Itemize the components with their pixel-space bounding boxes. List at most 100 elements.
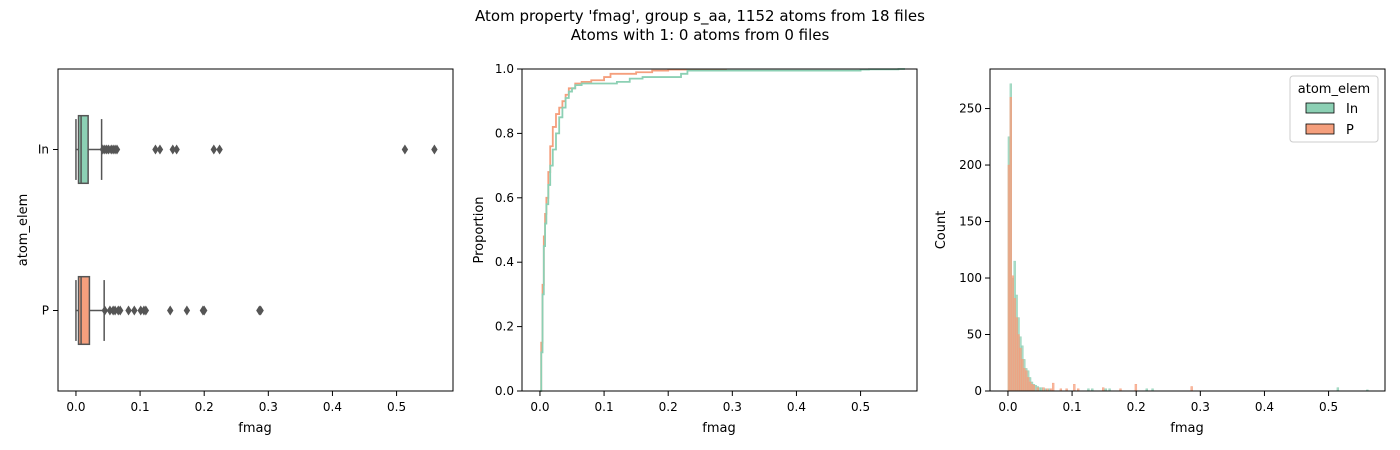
- box-In: [77, 114, 89, 185]
- box-outlier: [142, 305, 150, 316]
- box-outlier: [216, 144, 223, 155]
- boxplot-x-tick-label: 0.2: [195, 400, 214, 414]
- histogram-bar-In: [1034, 385, 1038, 392]
- box-outlier: [201, 305, 208, 316]
- histogram-bar-In: [1038, 387, 1041, 392]
- ecdf-x-tick-label: 0.0: [530, 400, 549, 414]
- boxplot-x-ticks: 0.0 0.1 0.2 0.3 0.4 0.5: [66, 391, 406, 414]
- histogram-y-tick-label: 200: [959, 158, 982, 172]
- histogram-bar-P: [1190, 386, 1193, 392]
- box-P: [77, 275, 91, 346]
- histogram-frame: [989, 68, 1386, 392]
- box-outlier: [125, 305, 132, 316]
- box-outlier: [183, 305, 191, 316]
- boxplot-y-ticks: In P: [38, 143, 58, 318]
- legend-title: atom_elem: [1298, 82, 1370, 97]
- legend-swatch-p: [1305, 123, 1335, 135]
- box-outlier: [156, 144, 164, 155]
- histogram-bar-P: [1015, 317, 1018, 392]
- histogram-bar-P: [1102, 387, 1105, 392]
- histogram-bar-P: [1011, 275, 1014, 392]
- ecdf-marks: [539, 68, 905, 392]
- ecdf-x-tick-label: 0.3: [723, 400, 742, 414]
- histogram-bar-P: [1007, 164, 1011, 392]
- histogram-bar-P: [1025, 370, 1028, 392]
- ecdf-y-tick-label: 0.8: [495, 126, 514, 140]
- histogram-y-tick-label: 100: [959, 271, 982, 285]
- histogram-x-tick-label: 0.5: [1319, 400, 1338, 414]
- ecdf-panel: 0.0 0.1 0.2 0.3 0.4 0.5 0.0 0.2 0.4 0.6 0.8 1.0 fm…: [472, 62, 918, 436]
- boxplot-x-tick-label: 0.0: [66, 400, 85, 414]
- histogram-bar-P: [1017, 334, 1020, 392]
- histogram-legend: atom_elem In P: [1289, 75, 1379, 143]
- box-outlier: [131, 305, 138, 316]
- figure-title-line2: Atoms with 1: 0 atoms from 0 files: [571, 26, 830, 44]
- histogram-x-ticks: 0.0 0.1 0.2 0.3 0.4 0.5: [998, 391, 1338, 414]
- legend-label-in: In: [1346, 102, 1358, 117]
- ecdf-y-tick-label: 0.4: [495, 255, 514, 269]
- histogram-y-tick-label: 50: [967, 328, 982, 342]
- ecdf-y-ticks: 0.0 0.2 0.4 0.6 0.8 1.0: [495, 62, 522, 398]
- histogram-y-label: Count: [934, 211, 949, 250]
- histogram-x-label: fmag: [1170, 421, 1203, 436]
- ecdf-x-ticks: 0.0 0.1 0.2 0.3 0.4 0.5: [530, 391, 870, 414]
- ecdf-line-In: [539, 68, 905, 392]
- ecdf-line-P: [539, 68, 727, 392]
- histogram-bar-P: [1032, 385, 1036, 392]
- ecdf-x-tick-label: 0.2: [659, 400, 678, 414]
- histogram-bar-P: [1030, 384, 1034, 392]
- boxplot-x-tick-label: 0.5: [387, 400, 406, 414]
- histogram-bar-P: [1073, 384, 1076, 392]
- legend-swatch-in: [1305, 102, 1335, 114]
- boxplot-x-tick-label: 0.4: [323, 400, 342, 414]
- histogram-y-tick-label: 0: [974, 384, 982, 398]
- box-outlier: [152, 144, 159, 155]
- histogram-bar-In: [1040, 387, 1043, 392]
- histogram-bar-P: [1023, 368, 1026, 392]
- box-outlier: [401, 144, 409, 155]
- box-outlier: [173, 144, 180, 155]
- ecdf-frame: [521, 68, 918, 392]
- box-outlier: [210, 144, 218, 155]
- ecdf-x-tick-label: 0.1: [595, 400, 614, 414]
- histogram-x-tick-label: 0.3: [1191, 400, 1210, 414]
- histogram-bar-P: [1036, 387, 1039, 392]
- histogram-y-tick-label: 150: [959, 215, 982, 229]
- histogram-x-tick-label: 0.2: [1127, 400, 1146, 414]
- boxplot-x-label: fmag: [238, 421, 271, 436]
- histogram-bar-P: [1028, 381, 1032, 392]
- histogram-bar-In: [1336, 387, 1340, 392]
- box-outlier: [111, 305, 119, 316]
- ecdf-y-tick-label: 0.2: [495, 320, 514, 334]
- ecdf-y-tick-label: 1.0: [495, 62, 514, 76]
- histogram-x-tick-label: 0.4: [1255, 400, 1274, 414]
- histogram-bar-P: [1051, 382, 1055, 392]
- legend-label-p: P: [1346, 123, 1354, 138]
- figure-title-line1: Atom property 'fmag', group s_aa, 1152 a…: [475, 7, 925, 26]
- boxplot-panel: 0.0 0.1 0.2 0.3 0.4 0.5 In P fmag atom_elem: [16, 68, 454, 436]
- histogram-bar-P: [1021, 359, 1024, 392]
- histogram-x-tick-label: 0.1: [1063, 400, 1082, 414]
- ecdf-x-tick-label: 0.5: [851, 400, 870, 414]
- boxplot-marks: [75, 114, 438, 346]
- boxplot-x-tick-label: 0.1: [131, 400, 150, 414]
- histogram-x-tick-label: 0.0: [998, 400, 1017, 414]
- box-outlier: [431, 144, 438, 155]
- box-outlier: [137, 305, 144, 316]
- ecdf-y-label: Proportion: [472, 196, 487, 263]
- box-outlier: [106, 305, 114, 316]
- histogram-y-ticks: 0 50 100 150 200 250: [959, 102, 990, 398]
- histogram-y-tick-label: 250: [959, 102, 982, 116]
- ecdf-x-label: fmag: [702, 421, 735, 436]
- histogram-bar-P: [1013, 298, 1016, 392]
- boxplot-y-label: atom_elem: [16, 194, 31, 266]
- histogram-bar-P: [1042, 387, 1045, 392]
- boxplot-frame: [57, 68, 454, 392]
- boxplot-y-tick-label: In: [38, 143, 49, 157]
- box-outlier: [116, 305, 124, 316]
- box-outlier: [169, 144, 176, 155]
- boxplot-x-tick-label: 0.3: [259, 400, 278, 414]
- ecdf-y-tick-label: 0.6: [495, 191, 514, 205]
